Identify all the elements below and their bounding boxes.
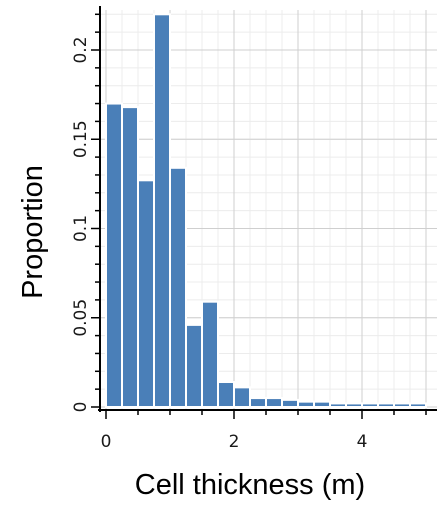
bar [249, 397, 267, 409]
bar [377, 402, 395, 408]
bar [233, 386, 251, 408]
bar [265, 397, 283, 409]
axes [98, 6, 437, 412]
bar [217, 381, 235, 409]
bar [121, 106, 139, 409]
bar [361, 402, 379, 408]
bar [281, 398, 299, 408]
bar [153, 13, 171, 409]
bar [201, 300, 219, 408]
tick-marks [91, 13, 427, 419]
bar [185, 323, 203, 409]
y-tick-label: 0 [71, 402, 91, 413]
bar [169, 166, 187, 408]
y-axis-title: Proportion [17, 165, 49, 299]
y-tick-labels: 0 0.05 0.1 0.15 0.2 [71, 36, 91, 412]
y-tick-label: 0.2 [71, 36, 91, 63]
bar [313, 400, 331, 408]
x-tick-labels: 0 2 4 [101, 432, 368, 452]
x-axis-title: Cell thickness (m) [135, 469, 365, 501]
bar [345, 402, 363, 408]
bars-group [105, 13, 427, 409]
bar [329, 402, 347, 408]
x-tick-label: 2 [229, 432, 240, 452]
y-tick-label: 0.05 [71, 299, 91, 337]
bar [105, 102, 123, 409]
y-tick-label: 0.15 [71, 120, 91, 158]
x-tick-label: 0 [101, 432, 112, 452]
bar [409, 402, 427, 408]
y-tick-label: 0.1 [71, 215, 91, 242]
bar [297, 400, 315, 408]
bar [137, 179, 155, 408]
bar [393, 402, 411, 408]
x-tick-label: 4 [357, 432, 368, 452]
